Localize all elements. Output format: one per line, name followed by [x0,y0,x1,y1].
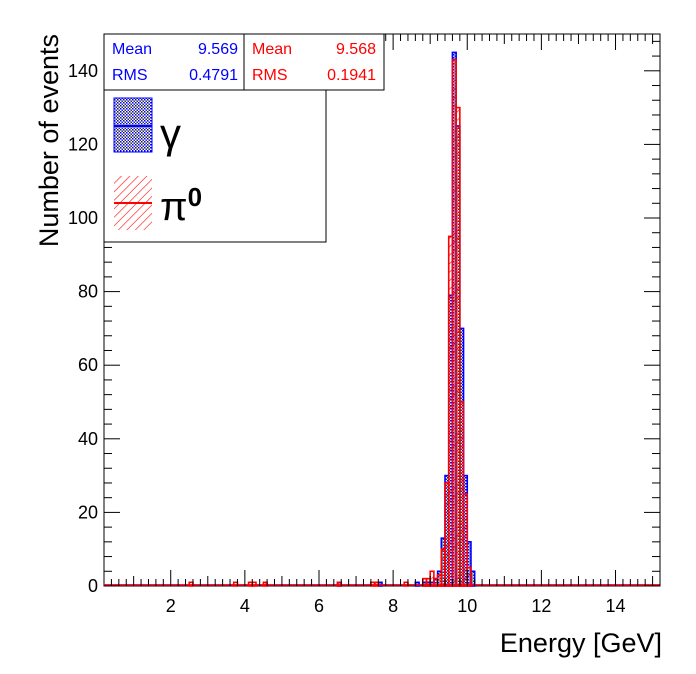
x-tick-label: 14 [606,596,626,616]
y-axis-label: Number of events [34,34,64,247]
y-axis: 0 20 40 60 80 100 120 140 [68,40,660,596]
x-tick-label: 12 [531,596,551,616]
stats-box-gamma: Mean 9.569 RMS 0.4791 [103,33,245,91]
legend-entry-gamma: γ [113,97,181,157]
pi0-bin-20 [462,493,469,587]
stats-pi0-mean-value: 9.568 [336,41,376,58]
legend-label-pi0-base: π [160,185,188,229]
legend-label-pi0-superscript: 0 [188,182,202,212]
x-tick-label: 2 [166,596,176,616]
x-tick-label: 6 [314,596,324,616]
stats-pi0-rms-value: 0.1941 [327,67,376,84]
stats-pi0-rms-label: RMS [252,67,288,84]
legend-label-pi0: π0 [160,182,202,229]
y-tick-label: 80 [78,282,98,302]
stats-box-pi0: Mean 9.568 RMS 0.1941 [243,33,385,91]
legend: γ π0 [103,89,327,243]
pi0-bin-18 [455,106,461,587]
x-tick-label: 8 [388,596,398,616]
x-axis-label: Energy [GeV] [500,628,662,658]
legend-label-gamma: γ [160,110,181,157]
x-tick-label: 4 [240,596,250,616]
pi0-histogram [104,58,660,587]
stats-gamma-mean-label: Mean [112,41,152,58]
stats-pi0-mean-label: Mean [252,41,292,58]
y-tick-label: 60 [78,355,98,375]
stats-gamma-rms-value: 0.4791 [189,67,238,84]
stats-gamma-rms-label: RMS [112,67,148,84]
y-tick-label: 140 [68,61,98,81]
y-tick-label: 120 [68,134,98,154]
x-tick-label: 10 [457,596,477,616]
y-tick-label: 20 [78,502,98,522]
legend-entry-pi0: π0 [114,176,202,230]
y-tick-label: 0 [88,576,98,596]
y-tick-label: 100 [68,208,98,228]
pi0-bin-21 [466,566,472,587]
stats-gamma-mean-value: 9.569 [198,41,238,58]
y-tick-label: 40 [78,429,98,449]
